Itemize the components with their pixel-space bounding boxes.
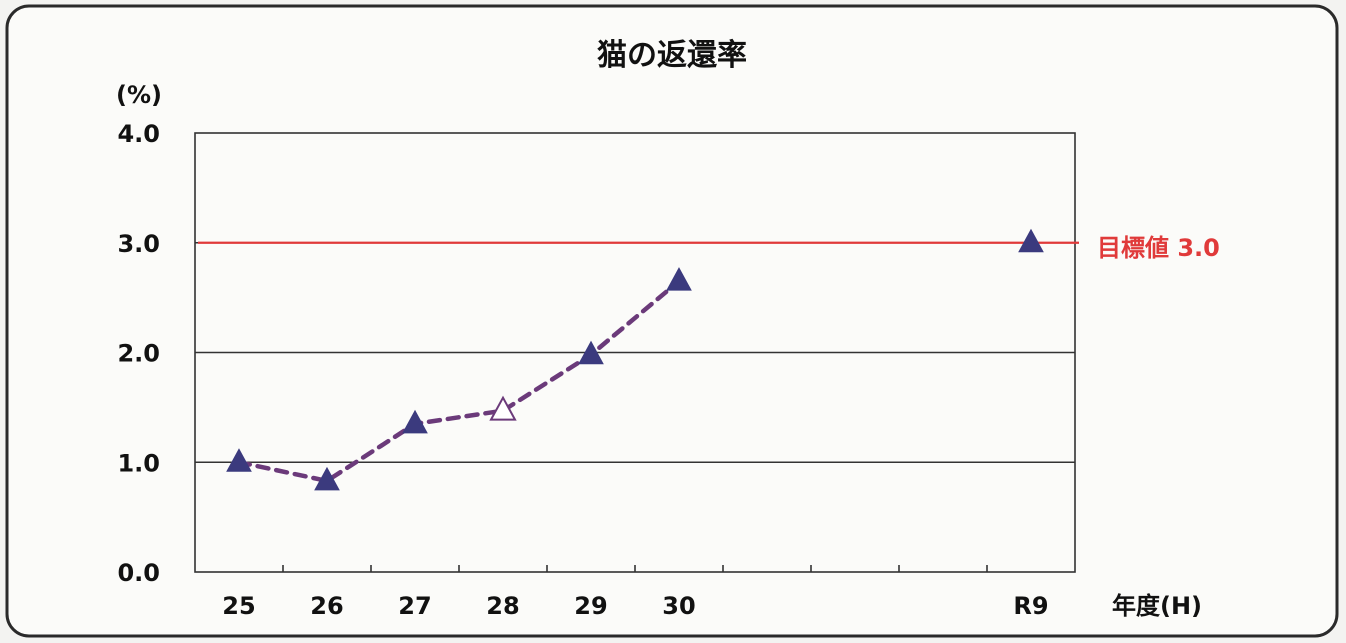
- target-point-marker: [1018, 228, 1044, 253]
- x-axis-unit: 年度(H): [1112, 592, 1202, 620]
- x-tick-label: 28: [486, 592, 519, 620]
- chart-title: 猫の返還率: [597, 38, 747, 73]
- y-tick-label: 4.0: [117, 120, 160, 148]
- x-tick-label: 29: [574, 592, 607, 620]
- x-tick-label: 26: [310, 592, 343, 620]
- data-point-marker: [402, 409, 428, 434]
- data-point-marker: [666, 267, 692, 291]
- y-tick-label: 3.0: [117, 230, 160, 258]
- y-tick-label: 1.0: [117, 449, 160, 477]
- chart-frame: [5, 4, 1339, 638]
- series-line: [236, 278, 682, 484]
- y-axis-ticks: 0.0 1.0 2.0 3.0 4.0: [117, 120, 160, 587]
- data-point-marker: [489, 395, 517, 421]
- x-tick-label: 27: [398, 592, 431, 620]
- data-point-marker: [226, 448, 252, 472]
- y-axis-unit: (%): [116, 81, 162, 109]
- x-tick-label: 25: [222, 592, 255, 620]
- x-tick-label: 30: [662, 592, 695, 620]
- x-tick-label: R9: [1013, 592, 1048, 620]
- y-tick-label: 2.0: [117, 340, 160, 368]
- data-point-marker: [578, 340, 604, 365]
- target-label: 目標値 3.0: [1097, 234, 1220, 262]
- series-line-layer: [236, 278, 682, 484]
- x-axis-ticks: 25 26 27 28 29 30 R9: [222, 565, 1049, 620]
- markers: [226, 228, 1044, 491]
- y-tick-label: 0.0: [117, 559, 160, 587]
- data-point-marker: [314, 466, 340, 491]
